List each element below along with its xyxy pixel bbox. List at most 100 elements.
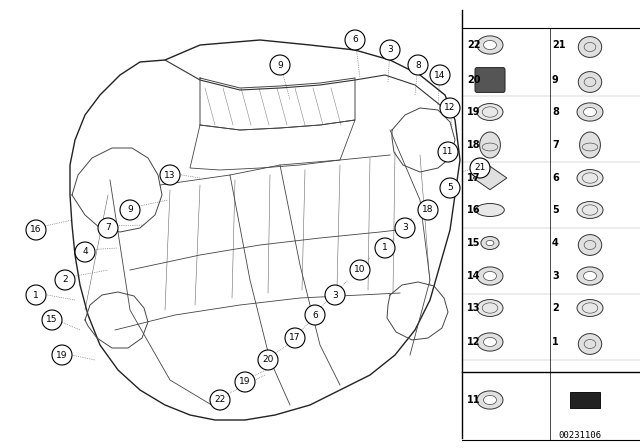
Circle shape — [470, 158, 490, 178]
Circle shape — [26, 285, 46, 305]
Text: 6: 6 — [312, 310, 318, 319]
Circle shape — [98, 218, 118, 238]
Text: 12: 12 — [467, 337, 481, 347]
Text: 7: 7 — [552, 140, 559, 150]
Circle shape — [52, 345, 72, 365]
Text: 21: 21 — [474, 164, 486, 172]
Text: 19: 19 — [467, 107, 481, 117]
Text: 15: 15 — [467, 238, 481, 248]
Ellipse shape — [579, 72, 602, 92]
Circle shape — [270, 55, 290, 75]
Text: 22: 22 — [214, 396, 226, 405]
Circle shape — [418, 200, 438, 220]
Text: 3: 3 — [552, 271, 559, 281]
Ellipse shape — [477, 103, 503, 121]
Polygon shape — [473, 166, 507, 190]
Text: 2: 2 — [62, 276, 68, 284]
Circle shape — [55, 270, 75, 290]
Text: 9: 9 — [277, 60, 283, 69]
Text: 14: 14 — [435, 70, 445, 79]
Circle shape — [440, 178, 460, 198]
Text: 7: 7 — [105, 224, 111, 233]
Text: 21: 21 — [552, 40, 566, 50]
Text: 12: 12 — [444, 103, 456, 112]
Text: 15: 15 — [46, 315, 58, 324]
Circle shape — [440, 98, 460, 118]
Text: 20: 20 — [467, 75, 481, 85]
Text: 5: 5 — [552, 205, 559, 215]
Ellipse shape — [577, 267, 603, 285]
Text: 1: 1 — [552, 337, 559, 347]
Circle shape — [210, 390, 230, 410]
Circle shape — [395, 218, 415, 238]
Text: 8: 8 — [415, 60, 421, 69]
Ellipse shape — [477, 391, 503, 409]
Circle shape — [430, 65, 450, 85]
Ellipse shape — [481, 237, 499, 250]
Text: 17: 17 — [289, 333, 301, 343]
Circle shape — [26, 220, 46, 240]
Circle shape — [235, 372, 255, 392]
Text: 16: 16 — [30, 225, 42, 234]
Circle shape — [380, 40, 400, 60]
Circle shape — [120, 200, 140, 220]
Text: 20: 20 — [262, 356, 274, 365]
Text: 11: 11 — [442, 147, 454, 156]
Text: 00231106: 00231106 — [559, 431, 602, 439]
Circle shape — [305, 305, 325, 325]
Circle shape — [42, 310, 62, 330]
Ellipse shape — [579, 334, 602, 354]
Ellipse shape — [477, 333, 503, 351]
Ellipse shape — [577, 103, 603, 121]
Text: 4: 4 — [552, 238, 559, 248]
Text: 3: 3 — [387, 46, 393, 55]
Ellipse shape — [476, 203, 504, 216]
Text: 3: 3 — [332, 290, 338, 300]
Ellipse shape — [577, 169, 603, 186]
Text: 13: 13 — [164, 171, 176, 180]
Bar — [570, 392, 600, 409]
Text: 14: 14 — [467, 271, 481, 281]
Circle shape — [408, 55, 428, 75]
Ellipse shape — [477, 300, 503, 316]
Text: 22: 22 — [467, 40, 481, 50]
Ellipse shape — [577, 202, 603, 219]
Circle shape — [75, 242, 95, 262]
Text: 6: 6 — [352, 35, 358, 44]
Circle shape — [345, 30, 365, 50]
Ellipse shape — [486, 241, 494, 246]
Text: 13: 13 — [467, 303, 481, 313]
Ellipse shape — [584, 108, 596, 116]
Ellipse shape — [479, 132, 500, 158]
Text: 18: 18 — [422, 206, 434, 215]
Ellipse shape — [579, 235, 602, 255]
Text: 5: 5 — [447, 184, 453, 193]
Text: 18: 18 — [467, 140, 481, 150]
Circle shape — [258, 350, 278, 370]
Text: 11: 11 — [467, 395, 481, 405]
Text: 19: 19 — [56, 350, 68, 359]
Circle shape — [325, 285, 345, 305]
Ellipse shape — [580, 132, 600, 158]
FancyBboxPatch shape — [475, 68, 505, 92]
Text: 6: 6 — [552, 173, 559, 183]
Text: 10: 10 — [355, 266, 365, 275]
Text: 16: 16 — [467, 205, 481, 215]
Circle shape — [350, 260, 370, 280]
Circle shape — [160, 165, 180, 185]
Circle shape — [285, 328, 305, 348]
Ellipse shape — [579, 37, 602, 57]
Ellipse shape — [477, 36, 503, 54]
Text: 4: 4 — [82, 247, 88, 257]
Text: 19: 19 — [239, 378, 251, 387]
Text: 8: 8 — [552, 107, 559, 117]
Ellipse shape — [584, 271, 596, 280]
Ellipse shape — [577, 300, 603, 316]
Text: 1: 1 — [382, 244, 388, 253]
Text: 9: 9 — [127, 206, 133, 215]
Circle shape — [375, 238, 395, 258]
Text: 9: 9 — [552, 75, 559, 85]
Ellipse shape — [477, 267, 503, 285]
Text: 3: 3 — [402, 224, 408, 233]
Circle shape — [438, 142, 458, 162]
